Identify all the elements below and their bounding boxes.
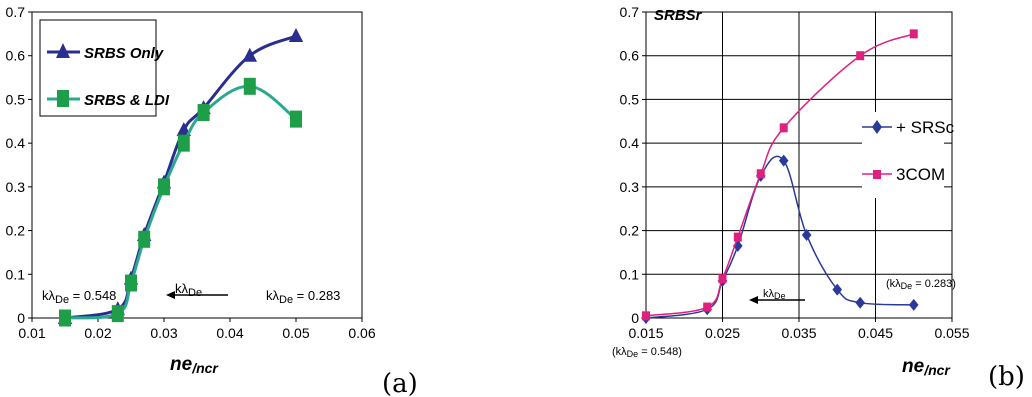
- y-tick-label: 0.6: [620, 48, 640, 64]
- data-point: [801, 228, 812, 241]
- data-point: [242, 47, 257, 62]
- chart-a-annot-arrowhead: [166, 291, 175, 299]
- y-tick-label: 0.2: [6, 223, 26, 239]
- data-point: [158, 178, 170, 196]
- series-square: [59, 77, 302, 327]
- chart-a: 00.10.20.30.40.50.60.7 0.01 0.02 0.03 0.04 0…: [6, 4, 418, 397]
- y-tick-label: 0.1: [6, 266, 26, 282]
- data-point: [718, 274, 727, 284]
- x-tick-label: 0.045: [858, 325, 893, 341]
- x-tick-label: 0.025: [705, 325, 740, 341]
- data-point: [290, 110, 302, 128]
- chart-a-annot-left: kλDe = 0.548: [42, 288, 116, 306]
- y-tick-label: 0.3: [6, 179, 26, 195]
- chart-a-x-ticks: 0.01 0.02 0.03 0.04 0.05 0.06: [18, 318, 376, 341]
- chart-b: 00.10.20.30.40.50.60.7 0.015 0.025 0.035 0.…: [612, 4, 1025, 392]
- legend-a-triangle-marker: [56, 43, 70, 58]
- data-point: [111, 305, 124, 323]
- chart-a-y-ticks: 0 0.1 0.2 0.3 0.4 0.5 0.6 0.7: [6, 4, 32, 326]
- x-tick-label: 0.01: [18, 325, 45, 341]
- x-tick-label: 0.05: [282, 325, 309, 341]
- data-point: [832, 283, 843, 296]
- legend-a-label-2: SRBS & LDI: [84, 92, 170, 109]
- data-point: [855, 296, 865, 309]
- y-tick-label: 0.5: [6, 91, 26, 107]
- x-tick-label: 0.02: [84, 325, 111, 341]
- series-line: [645, 33, 915, 317]
- data-point: [197, 104, 210, 122]
- chart-a-series: [57, 28, 304, 327]
- legend-b-label-2: 3COM: [896, 165, 945, 184]
- chart-b-annot-arrow-label: kλDe: [763, 288, 786, 301]
- chart-b-x-ticks: 0.015 0.025 0.035 0.045 0.055: [628, 318, 970, 341]
- data-point: [909, 29, 918, 39]
- data-point: [733, 232, 742, 242]
- data-point: [138, 230, 151, 248]
- data-point: [243, 77, 256, 95]
- data-point: [778, 154, 789, 167]
- y-tick-label: 0.6: [6, 48, 26, 64]
- chart-b-x-axis-label: ne/ncr: [902, 356, 951, 378]
- legend-b-label-1: + SRSc: [896, 118, 955, 137]
- chart-b-annot-left: (kλDe = 0.548): [612, 346, 682, 359]
- data-point: [703, 302, 712, 312]
- chart-a-annot-arrow-label: kλDe: [175, 281, 202, 299]
- chart-a-panel-label: (a): [382, 369, 418, 397]
- y-tick-label: 0.1: [620, 266, 640, 282]
- x-tick-label: 0.035: [781, 325, 816, 341]
- y-tick-label: 0.3: [620, 179, 640, 195]
- y-tick-label: 0: [631, 310, 639, 326]
- y-tick-label: 0.4: [6, 135, 26, 151]
- chart-b-panel-label: (b): [988, 362, 1025, 392]
- data-point: [288, 28, 304, 43]
- y-tick-label: 0: [17, 310, 25, 326]
- data-point: [642, 311, 650, 321]
- chart-a-x-axis-label: ne/ncr: [170, 354, 219, 376]
- legend-a-label-1: SRBS Only: [84, 45, 164, 62]
- y-tick-label: 0.2: [620, 223, 640, 239]
- series-square: [642, 29, 918, 321]
- data-point: [856, 51, 865, 61]
- x-tick-label: 0.04: [216, 325, 243, 341]
- chart-b-annot-right: (kλDe = 0.283): [886, 278, 956, 291]
- x-tick-label: 0.055: [934, 325, 969, 341]
- chart-b-title: SRBSr: [654, 7, 703, 24]
- legend-a-square-marker: [57, 90, 69, 107]
- chart-a-legend: SRBS Only SRBS & LDI: [39, 19, 170, 117]
- y-tick-label: 0.4: [620, 135, 640, 151]
- y-tick-label: 0.7: [6, 4, 26, 20]
- chart-b-legend: + SRSc 3COM: [862, 112, 955, 198]
- data-point: [779, 123, 788, 133]
- y-tick-label: 0.5: [620, 91, 640, 107]
- y-tick-label: 0.7: [620, 4, 640, 20]
- chart-a-annot-right: kλDe = 0.283: [266, 288, 340, 306]
- legend-b-diamond-marker: [872, 120, 882, 134]
- data-point: [59, 309, 71, 327]
- data-point: [756, 169, 765, 179]
- legend-b-square-marker: [873, 170, 881, 179]
- x-tick-label: 0.03: [150, 325, 177, 341]
- chart-b-series: [641, 29, 919, 324]
- data-point: [908, 298, 919, 311]
- chart-b-y-ticks: 0 0.1 0.2 0.3 0.4 0.5 0.6 0.7: [620, 4, 646, 326]
- x-tick-label: 0.06: [348, 325, 375, 341]
- data-point: [177, 134, 190, 152]
- x-tick-label: 0.015: [628, 325, 663, 341]
- data-point: [125, 274, 137, 292]
- chart-b-annot-arrowhead: [749, 296, 758, 304]
